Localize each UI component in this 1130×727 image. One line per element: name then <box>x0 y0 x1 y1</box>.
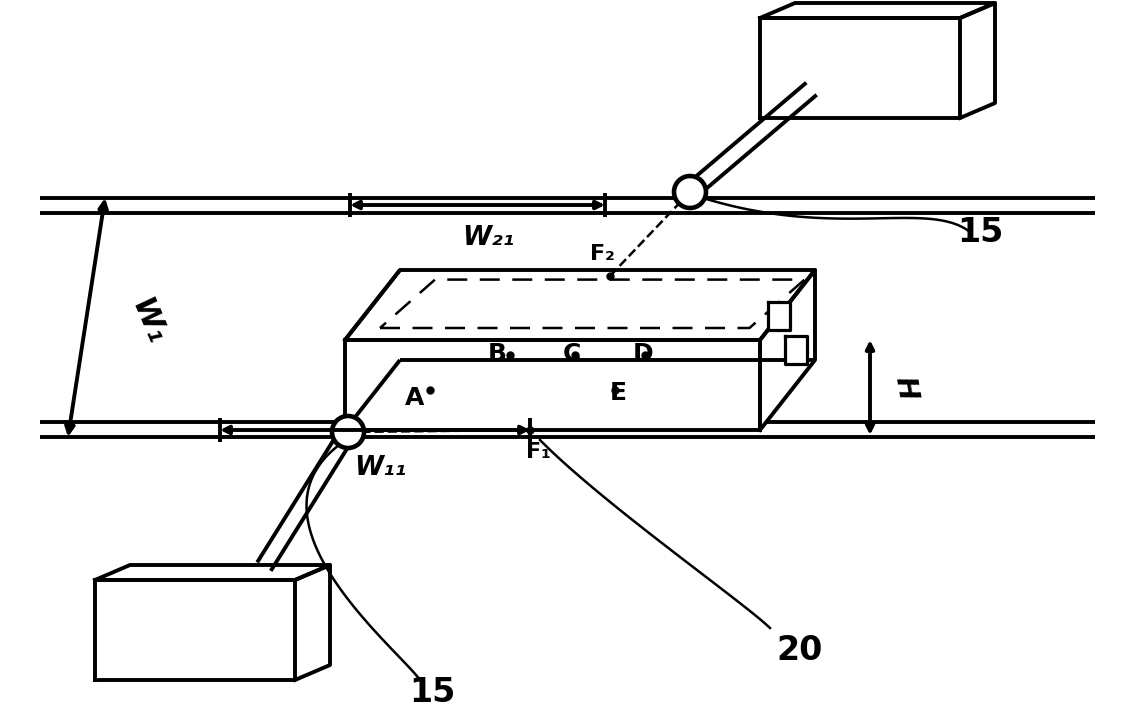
Text: A: A <box>406 386 425 410</box>
Text: D: D <box>633 342 653 366</box>
Text: 15: 15 <box>957 215 1003 249</box>
Text: F₂: F₂ <box>590 244 615 264</box>
Polygon shape <box>95 580 295 680</box>
Polygon shape <box>259 427 355 569</box>
Text: W₁: W₁ <box>125 294 171 349</box>
Polygon shape <box>345 270 815 340</box>
Polygon shape <box>95 565 330 580</box>
Text: W₂₁: W₂₁ <box>462 225 514 251</box>
Text: E: E <box>609 381 626 405</box>
Text: 15: 15 <box>409 677 455 710</box>
Polygon shape <box>345 340 760 430</box>
Text: B: B <box>487 342 506 366</box>
Polygon shape <box>760 18 960 118</box>
Polygon shape <box>685 84 815 198</box>
Text: H: H <box>889 374 921 402</box>
Text: 20: 20 <box>776 633 823 667</box>
Polygon shape <box>295 565 330 665</box>
Polygon shape <box>960 3 996 118</box>
Polygon shape <box>760 3 996 18</box>
Text: F₁: F₁ <box>525 442 550 462</box>
Polygon shape <box>784 335 807 364</box>
Polygon shape <box>768 302 790 329</box>
Polygon shape <box>760 270 815 430</box>
Circle shape <box>332 416 364 448</box>
Text: C: C <box>563 342 581 366</box>
Text: W₁₁: W₁₁ <box>354 455 406 481</box>
Circle shape <box>673 176 706 208</box>
